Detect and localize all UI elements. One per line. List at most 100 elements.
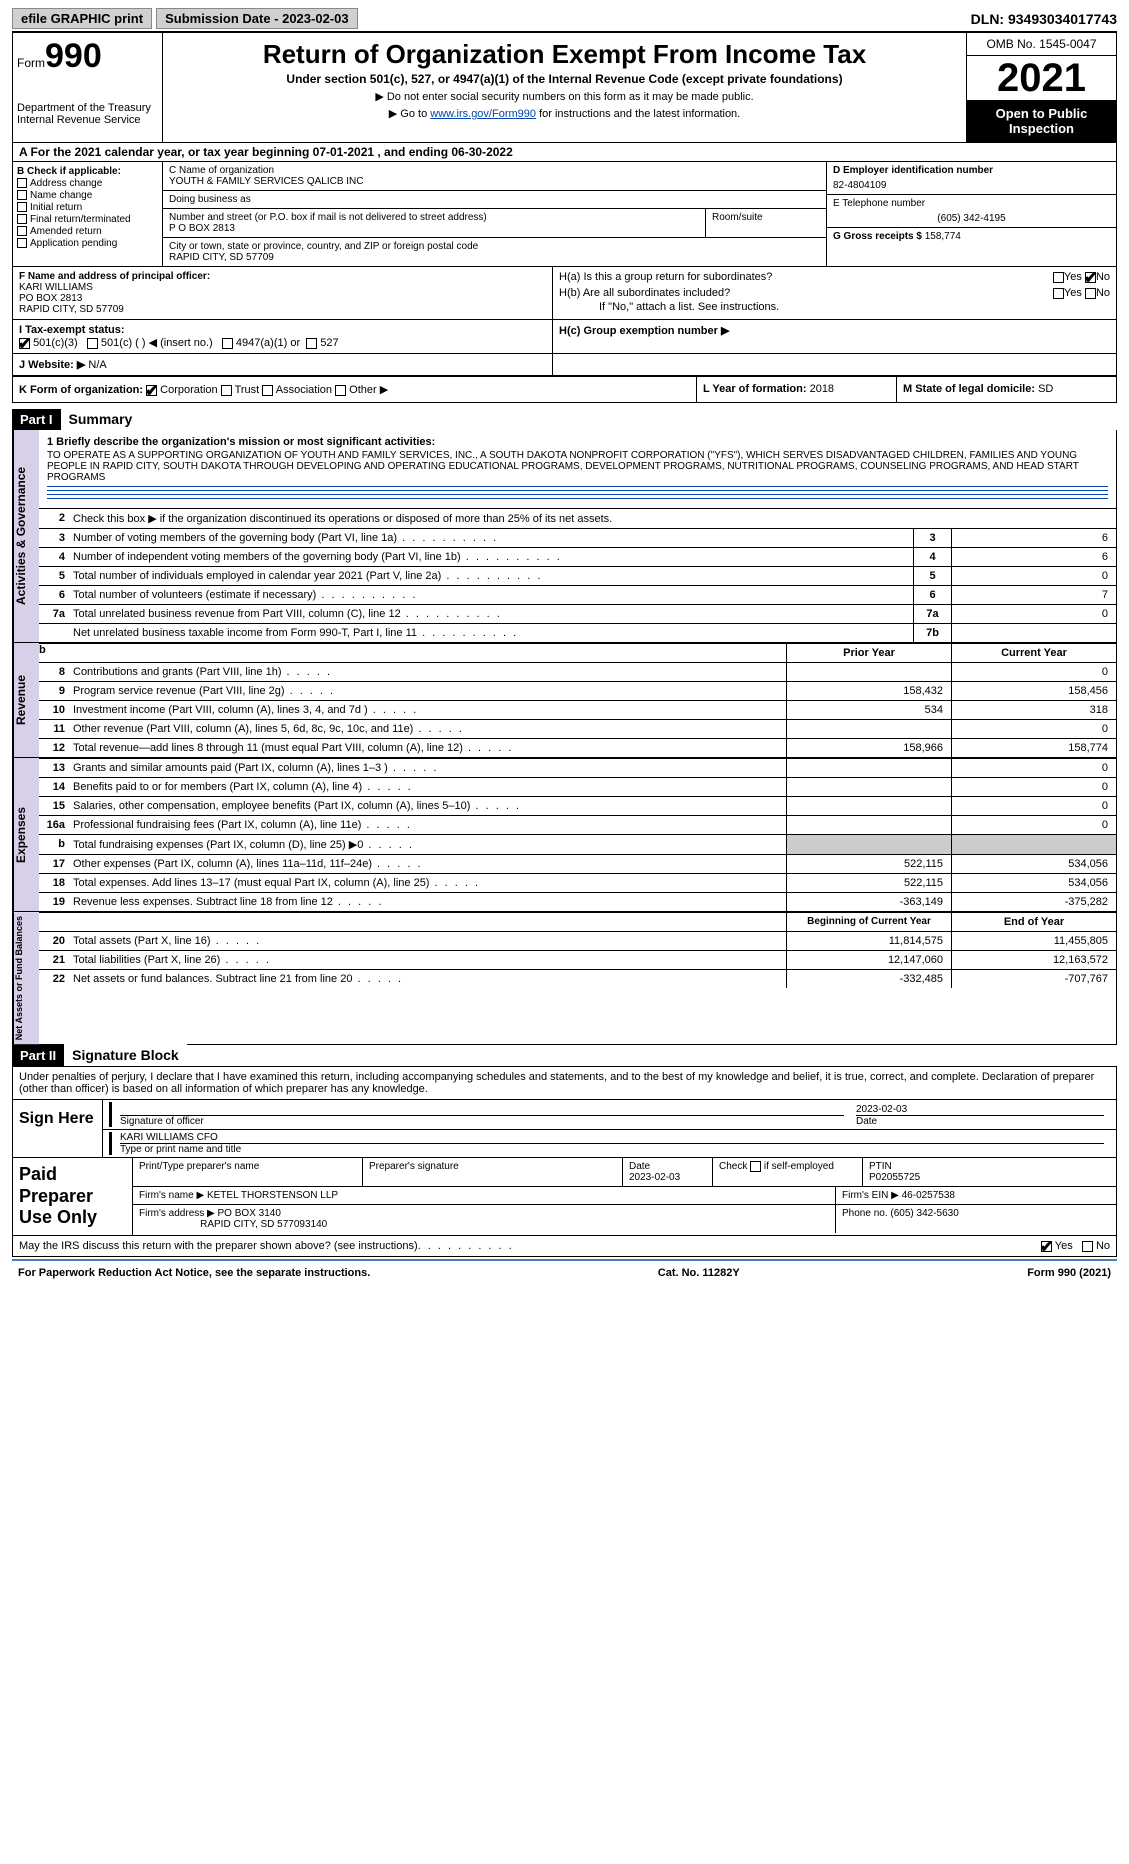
summary-row: 5Total number of individuals employed in…	[39, 566, 1116, 585]
chk-self-employed[interactable]	[750, 1161, 761, 1172]
form-title: Return of Organization Exempt From Incom…	[167, 39, 962, 70]
lbl-4947: 4947(a)(1) or	[236, 337, 300, 349]
summary-row: 7aTotal unrelated business revenue from …	[39, 604, 1116, 623]
summary-row: 12Total revenue—add lines 8 through 11 (…	[39, 738, 1116, 757]
may-yes-chk[interactable]	[1041, 1241, 1052, 1252]
officer-name-title: KARI WILLIAMS CFO	[120, 1132, 1104, 1144]
form-header: Form990 Department of the Treasury Inter…	[12, 33, 1117, 143]
lbl-amended: Amended return	[30, 226, 102, 237]
irs-link[interactable]: www.irs.gov/Form990	[430, 108, 536, 120]
year-form-val: 2018	[810, 383, 834, 395]
chk-501c[interactable]	[87, 338, 98, 349]
hb-no-chk[interactable]	[1085, 288, 1096, 299]
lbl-initial: Initial return	[30, 202, 82, 213]
note2-post: for instructions and the latest informat…	[536, 108, 740, 120]
chk-pending[interactable]	[17, 238, 27, 248]
hdr-begin: Beginning of Current Year	[786, 913, 951, 931]
chk-4947[interactable]	[222, 338, 233, 349]
ein-label: D Employer identification number	[833, 165, 1110, 176]
dba-label: Doing business as	[169, 194, 820, 205]
summary-body: Activities & Governance 1 Briefly descri…	[12, 430, 1117, 1045]
lbl-address: Address change	[30, 178, 102, 189]
may-no-chk[interactable]	[1082, 1241, 1093, 1252]
phone-val: (605) 342-4195	[833, 213, 1110, 224]
summary-row: Net unrelated business taxable income fr…	[39, 623, 1116, 642]
may-yes: Yes	[1055, 1240, 1073, 1252]
chk-527[interactable]	[306, 338, 317, 349]
state-val: SD	[1038, 383, 1053, 395]
hb-yes: Yes	[1064, 287, 1082, 299]
top-bar: efile GRAPHIC print Submission Date - 20…	[12, 8, 1117, 33]
summary-row: 21Total liabilities (Part X, line 26)12,…	[39, 950, 1116, 969]
firm-name-label: Firm's name ▶	[139, 1190, 204, 1201]
summary-row: bTotal fundraising expenses (Part IX, co…	[39, 834, 1116, 854]
summary-row: 19Revenue less expenses. Subtract line 1…	[39, 892, 1116, 911]
side-governance: Activities & Governance	[13, 430, 39, 642]
sig-date-val: 2023-02-03	[856, 1104, 1104, 1116]
prep-date-val: 2023-02-03	[629, 1172, 680, 1183]
pra-notice: For Paperwork Reduction Act Notice, see …	[18, 1267, 370, 1279]
efile-print-button[interactable]: efile GRAPHIC print	[12, 8, 152, 29]
open-inspection: Open to Public Inspection	[967, 100, 1116, 142]
part2-header: Part II	[12, 1045, 64, 1066]
officer-po: PO BOX 2813	[19, 293, 546, 304]
chk-name[interactable]	[17, 190, 27, 200]
chk-trust[interactable]	[221, 385, 232, 396]
paid-preparer-block: Paid Preparer Use Only Print/Type prepar…	[12, 1158, 1117, 1236]
chk-initial[interactable]	[17, 202, 27, 212]
summary-row: 6Total number of volunteers (estimate if…	[39, 585, 1116, 604]
summary-row: 11Other revenue (Part VIII, column (A), …	[39, 719, 1116, 738]
hdr-current: Current Year	[951, 644, 1116, 662]
line1-label: 1 Briefly describe the organization's mi…	[47, 436, 1108, 448]
may-no: No	[1096, 1240, 1110, 1252]
lbl-name: Name change	[30, 190, 92, 201]
hb-row: H(b) Are all subordinates included? Yes …	[559, 287, 1110, 299]
lbl-other: Other ▶	[349, 384, 388, 396]
officer-name: KARI WILLIAMS	[19, 282, 546, 293]
firm-city-val: RAPID CITY, SD 577093140	[200, 1219, 327, 1230]
firm-ein-label: Firm's EIN ▶	[842, 1190, 899, 1201]
lbl-527: 527	[320, 337, 338, 349]
paid-preparer-label: Paid Preparer Use Only	[13, 1158, 133, 1235]
entity-grid: B Check if applicable: Address change Na…	[12, 162, 1117, 267]
chk-corp[interactable]	[146, 385, 157, 396]
org-name-label: C Name of organization	[169, 165, 820, 176]
summary-row: 16aProfessional fundraising fees (Part I…	[39, 815, 1116, 834]
lbl-trust: Trust	[235, 384, 260, 396]
chk-amended[interactable]	[17, 226, 27, 236]
ha-yes-chk[interactable]	[1053, 272, 1064, 283]
irs-label: Internal Revenue Service	[17, 114, 158, 126]
ptin-val: P02055725	[869, 1172, 920, 1183]
summary-row: 14Benefits paid to or for members (Part …	[39, 777, 1116, 796]
tax-year: 2021	[967, 56, 1116, 100]
chk-501c3[interactable]	[19, 338, 30, 349]
prep-sig-label: Preparer's signature	[363, 1158, 623, 1186]
chk-other[interactable]	[335, 385, 346, 396]
chk-address[interactable]	[17, 178, 27, 188]
ha-row: H(a) Is this a group return for subordin…	[559, 271, 1110, 283]
summary-row: 15Salaries, other compensation, employee…	[39, 796, 1116, 815]
website-label: J Website: ▶	[19, 359, 85, 371]
mission-text: TO OPERATE AS A SUPPORTING ORGANIZATION …	[47, 450, 1108, 483]
chk-assoc[interactable]	[262, 385, 273, 396]
lbl-assoc: Association	[276, 384, 332, 396]
chk-final[interactable]	[17, 214, 27, 224]
ha-no-chk[interactable]	[1085, 272, 1096, 283]
declaration-text: Under penalties of perjury, I declare th…	[12, 1066, 1117, 1099]
form-ref: Form 990 (2021)	[1027, 1267, 1111, 1279]
row-i-status: I Tax-exempt status: 501(c)(3) 501(c) ( …	[12, 320, 1117, 354]
sig-officer-label: Signature of officer	[120, 1116, 844, 1127]
city-label: City or town, state or province, country…	[169, 241, 820, 252]
hb-yes-chk[interactable]	[1053, 288, 1064, 299]
ptin-label: PTIN	[869, 1161, 892, 1172]
row-k: K Form of organization: Corporation Trus…	[12, 376, 1117, 403]
org-name: YOUTH & FAMILY SERVICES QALICB INC	[169, 176, 820, 187]
side-netassets: Net Assets or Fund Balances	[13, 912, 39, 1044]
submission-date-button[interactable]: Submission Date - 2023-02-03	[156, 8, 358, 29]
hdr-prior: Prior Year	[786, 644, 951, 662]
cat-no: Cat. No. 11282Y	[658, 1267, 740, 1279]
row-fh: F Name and address of principal officer:…	[12, 267, 1117, 320]
street-val: P O BOX 2813	[169, 223, 699, 234]
may-irs-row: May the IRS discuss this return with the…	[12, 1236, 1117, 1257]
row-a-period: A For the 2021 calendar year, or tax yea…	[12, 143, 1117, 162]
